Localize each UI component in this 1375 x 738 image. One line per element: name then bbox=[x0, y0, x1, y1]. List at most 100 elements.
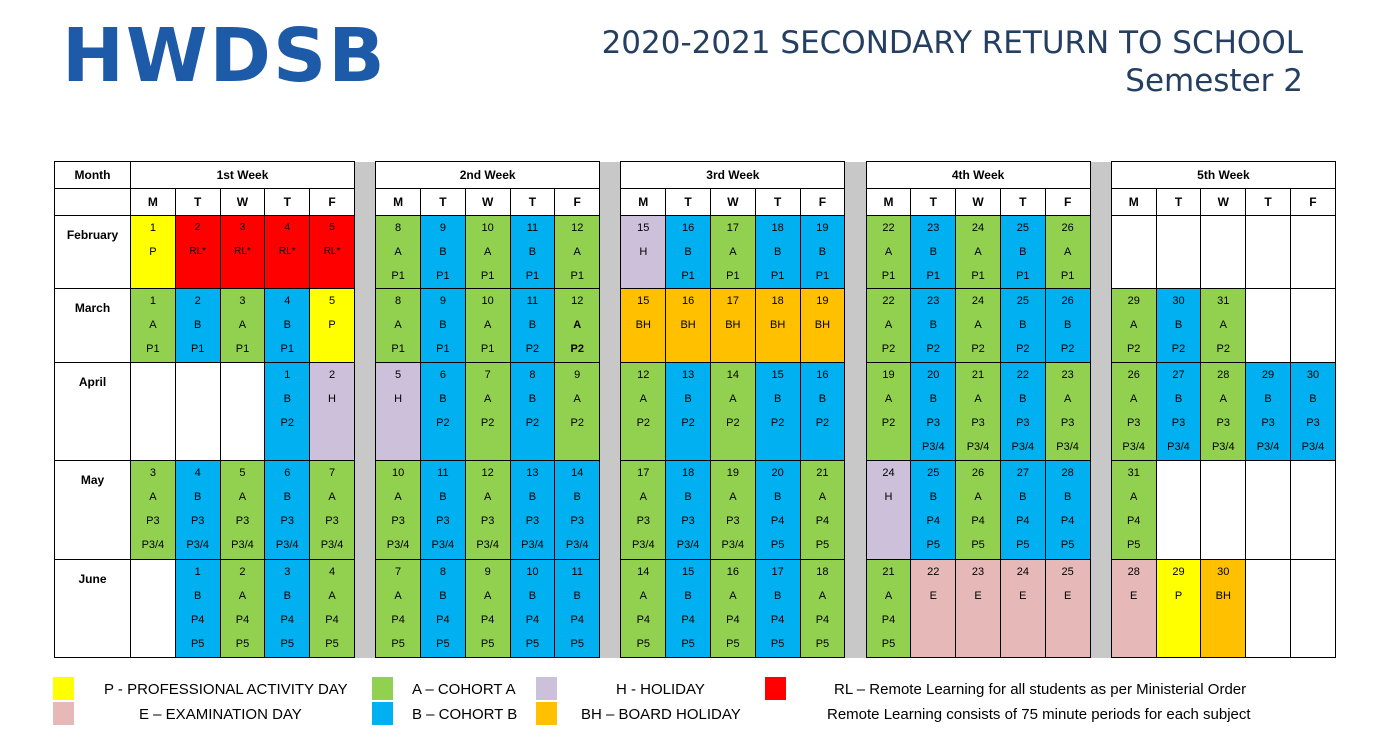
day-cell-line: 24 bbox=[971, 222, 985, 235]
day-cell: 15 BH bbox=[620, 288, 667, 363]
day-cell-line: P3 bbox=[436, 515, 450, 528]
day-cell-line: 25 bbox=[1016, 222, 1029, 235]
day-cell-line: P5 bbox=[1016, 539, 1030, 552]
day-cell: 30 BH bbox=[1200, 558, 1247, 659]
day-cell: 29 A P2 bbox=[1110, 288, 1157, 363]
day-cell-line: P5 bbox=[235, 637, 250, 650]
day-cell-line: 15 bbox=[637, 295, 650, 308]
month-row: April 1 B P2 2 H 5 H 6 B P2 7 A P2 8 B P2 9 A P2 12 A P2 13 B P2 1… bbox=[53, 361, 1337, 462]
day-cell-line: P2 bbox=[480, 416, 495, 429]
day-cell-line: P1 bbox=[280, 343, 294, 356]
day-cell-line: P3/4 bbox=[676, 539, 700, 552]
day-cell-line: 1 bbox=[149, 295, 156, 308]
day-cell-line: B bbox=[684, 491, 692, 504]
day-cell-line: 18 bbox=[771, 222, 784, 235]
day-cell-line: 31 bbox=[1217, 295, 1230, 308]
day-cell-line: RL* bbox=[278, 246, 296, 258]
day-header: F bbox=[309, 188, 355, 217]
month-label: March bbox=[53, 288, 132, 363]
day-cell-line: B bbox=[684, 392, 692, 405]
day-cell bbox=[1245, 460, 1291, 560]
day-cell-line: P1 bbox=[881, 270, 896, 283]
day-cell-line: 21 bbox=[816, 467, 829, 480]
day-cell-line: B bbox=[929, 392, 937, 405]
day-cell: 3 RL* bbox=[219, 215, 266, 290]
day-cell: 17 B P4 P5 bbox=[754, 558, 801, 659]
hwdsb-logo: HWDSB bbox=[62, 13, 387, 99]
day-cell: 26 A P3 P3/4 bbox=[1110, 361, 1157, 462]
day-cell-line: P3 bbox=[1016, 416, 1030, 429]
week-header: 5th Week bbox=[1110, 160, 1337, 190]
day-cell: 25 B P4 P5 bbox=[910, 460, 957, 560]
day-cell-line: 1 bbox=[194, 565, 201, 578]
day-cell-line: 20 bbox=[771, 467, 784, 480]
day-cell-line: P3 bbox=[1171, 416, 1186, 429]
day-cell-line: B bbox=[1019, 319, 1027, 332]
month-label: April bbox=[53, 361, 132, 462]
day-header: T bbox=[264, 188, 311, 217]
day-cell-line: B bbox=[818, 246, 827, 259]
day-cell-line: A bbox=[974, 392, 982, 405]
day-cell: 16 BH bbox=[665, 288, 711, 363]
day-cell-line: P2 bbox=[525, 416, 540, 429]
day-cell-line: 5 bbox=[328, 295, 336, 308]
day-cell: 26 B P2 bbox=[1044, 288, 1091, 363]
day-cell: 18 BH bbox=[754, 288, 801, 363]
day-cell: 14 B P3 P3/4 bbox=[554, 460, 601, 560]
day-cell-line: P3/4 bbox=[1011, 440, 1035, 453]
day-cell-line: P5 bbox=[971, 539, 985, 552]
day-cell: 2 B P1 bbox=[174, 288, 221, 363]
month-header-blank bbox=[53, 188, 132, 217]
day-cell-line: B bbox=[929, 491, 937, 504]
day-cell: 13 B P2 bbox=[665, 361, 711, 462]
day-cell-line: A bbox=[1130, 491, 1138, 504]
day-cell: 11 B P2 bbox=[509, 288, 556, 363]
day-cell-line: 23 bbox=[927, 295, 940, 308]
day-cell-line: 11 bbox=[526, 222, 539, 235]
day-cell: 22 B P3 P3/4 bbox=[999, 361, 1046, 462]
legend-swatch-board-holiday bbox=[536, 702, 557, 725]
day-cell-line: P2 bbox=[681, 416, 695, 429]
legend-swatch-remote-learning bbox=[765, 677, 786, 700]
day-cell-line: P4 bbox=[525, 613, 540, 626]
day-cell: 23 B P1 bbox=[910, 215, 957, 290]
day-cell-line: 25 bbox=[1016, 295, 1029, 308]
day-cell-line: P4 bbox=[815, 515, 830, 528]
day-cell-line: P4 bbox=[235, 613, 250, 626]
day-header: T bbox=[509, 188, 556, 217]
day-cell-line: B bbox=[684, 589, 692, 602]
day-cell-line: 28 bbox=[1127, 565, 1140, 578]
day-cell-line: A bbox=[149, 491, 157, 504]
day-cell: 9 B P1 bbox=[419, 215, 466, 290]
day-cell-line: A bbox=[974, 491, 982, 504]
day-cell bbox=[1289, 288, 1337, 363]
day-cell-line: 4 bbox=[284, 222, 291, 234]
day-cell bbox=[174, 361, 221, 462]
day-cell-line: 27 bbox=[1016, 467, 1029, 480]
day-cell: 30 B P2 bbox=[1155, 288, 1202, 363]
day-header: M bbox=[130, 188, 176, 217]
day-cell-line: 8 bbox=[395, 295, 402, 308]
day-cell-line: A bbox=[639, 392, 647, 405]
day-cell-line: 10 bbox=[526, 565, 539, 578]
day-cell-line: 26 bbox=[1127, 368, 1140, 381]
day-cell-line: 31 bbox=[1127, 467, 1140, 480]
day-cell-line: B bbox=[1264, 392, 1272, 405]
legend-swatch-professional bbox=[53, 677, 74, 700]
day-cell-line: B bbox=[283, 319, 291, 332]
day-header: W bbox=[955, 188, 1001, 217]
day-cell-line: P1 bbox=[570, 270, 584, 283]
day-cell-line: P3/4 bbox=[1056, 440, 1079, 453]
day-cell-line: P1 bbox=[971, 270, 985, 283]
day-cell-line: B bbox=[684, 246, 692, 259]
day-cell-line: 12 bbox=[637, 368, 650, 381]
day-cell-line: A bbox=[1219, 392, 1227, 405]
day-cell-line: P1 bbox=[525, 270, 540, 283]
day-cell-line: P5 bbox=[525, 637, 540, 650]
day-cell-line: B bbox=[1019, 246, 1027, 259]
day-cell-line: P2 bbox=[770, 416, 785, 429]
day-cell bbox=[130, 558, 176, 659]
week-header: 1st Week bbox=[130, 160, 355, 190]
day-cell-line: 19 bbox=[726, 467, 739, 480]
day-cell-line: 17 bbox=[726, 295, 739, 308]
